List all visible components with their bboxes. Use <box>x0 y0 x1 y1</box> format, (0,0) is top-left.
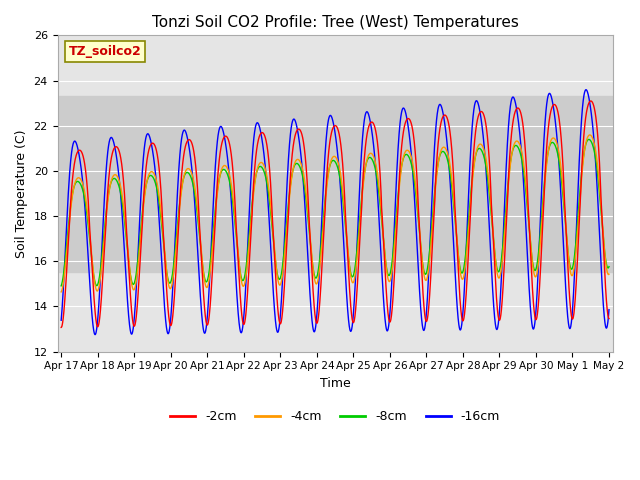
Line: -16cm: -16cm <box>61 90 609 335</box>
-16cm <box>536 240 543 246</box>
-4cm <box>58 289 65 295</box>
-4cm <box>268 209 275 215</box>
-16cm <box>268 257 275 263</box>
-2cm <box>120 180 127 186</box>
-8cm <box>595 179 602 184</box>
-16cm <box>58 317 65 323</box>
-8cm <box>585 136 593 142</box>
Legend: -2cm, -4cm, -8cm, -16cm: -2cm, -4cm, -8cm, -16cm <box>165 405 505 428</box>
-8cm <box>120 210 127 216</box>
Line: -4cm: -4cm <box>61 135 609 292</box>
Bar <box>58 96 612 273</box>
-16cm <box>92 332 99 337</box>
-4cm <box>536 252 543 258</box>
-16cm <box>595 212 602 217</box>
Y-axis label: Soil Temperature (C): Soil Temperature (C) <box>15 129 28 258</box>
-8cm <box>268 215 275 221</box>
-8cm <box>152 183 160 189</box>
Line: -8cm: -8cm <box>61 139 609 286</box>
-16cm <box>120 238 127 244</box>
X-axis label: Time: Time <box>320 377 351 390</box>
-4cm <box>605 271 613 277</box>
-8cm <box>536 243 543 249</box>
-8cm <box>291 162 299 168</box>
-2cm <box>587 98 595 104</box>
-16cm <box>152 180 160 185</box>
-16cm <box>582 87 590 93</box>
-4cm <box>120 204 127 210</box>
-2cm <box>291 133 299 139</box>
Line: -2cm: -2cm <box>61 101 609 327</box>
-4cm <box>291 159 299 165</box>
Title: Tonzi Soil CO2 Profile: Tree (West) Temperatures: Tonzi Soil CO2 Profile: Tree (West) Temp… <box>152 15 518 30</box>
-16cm <box>291 118 299 124</box>
-4cm <box>595 171 602 177</box>
-2cm <box>58 324 65 330</box>
-2cm <box>536 289 543 295</box>
-2cm <box>595 142 602 148</box>
-4cm <box>586 132 594 138</box>
-8cm <box>605 264 613 269</box>
-2cm <box>605 316 613 322</box>
-16cm <box>605 307 613 312</box>
-2cm <box>268 192 275 198</box>
Text: TZ_soilco2: TZ_soilco2 <box>68 45 141 58</box>
-8cm <box>58 283 65 289</box>
-2cm <box>152 146 160 152</box>
-4cm <box>152 177 160 182</box>
